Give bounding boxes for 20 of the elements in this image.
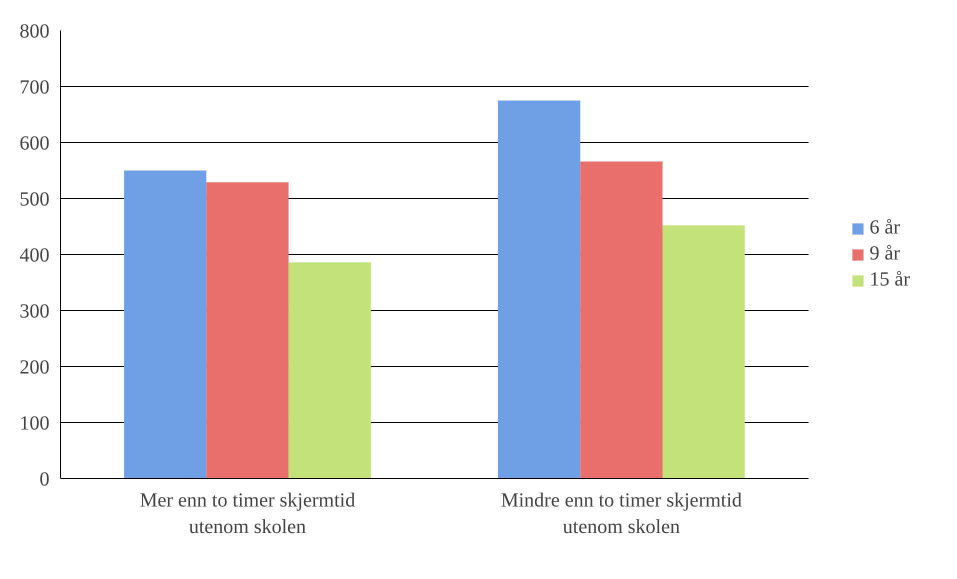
bar (206, 182, 289, 478)
bar (124, 170, 206, 478)
y-tick-label: 600 (20, 132, 50, 154)
legend-label: 15 år (869, 268, 910, 292)
bar (498, 100, 580, 478)
y-tick-label: 700 (20, 76, 50, 98)
bar (580, 162, 662, 478)
y-tick-label: 100 (20, 412, 50, 434)
y-tick-label: 0 (40, 468, 50, 490)
x-tick-label: Mindre enn to timer skjermtid utenom skolen (500, 490, 742, 538)
y-tick-label: 400 (20, 244, 50, 266)
legend-label: 6 år (869, 216, 900, 240)
y-tick-label: 800 (20, 20, 50, 42)
legend-label: 9 år (869, 242, 900, 266)
y-tick-label: 200 (20, 356, 50, 378)
y-tick-label: 300 (20, 300, 50, 322)
y-tick-label: 500 (20, 188, 50, 210)
x-tick-label: Mer enn to timer skjermtid utenom skolen (140, 490, 356, 538)
bar (288, 262, 371, 478)
bar (662, 225, 745, 478)
